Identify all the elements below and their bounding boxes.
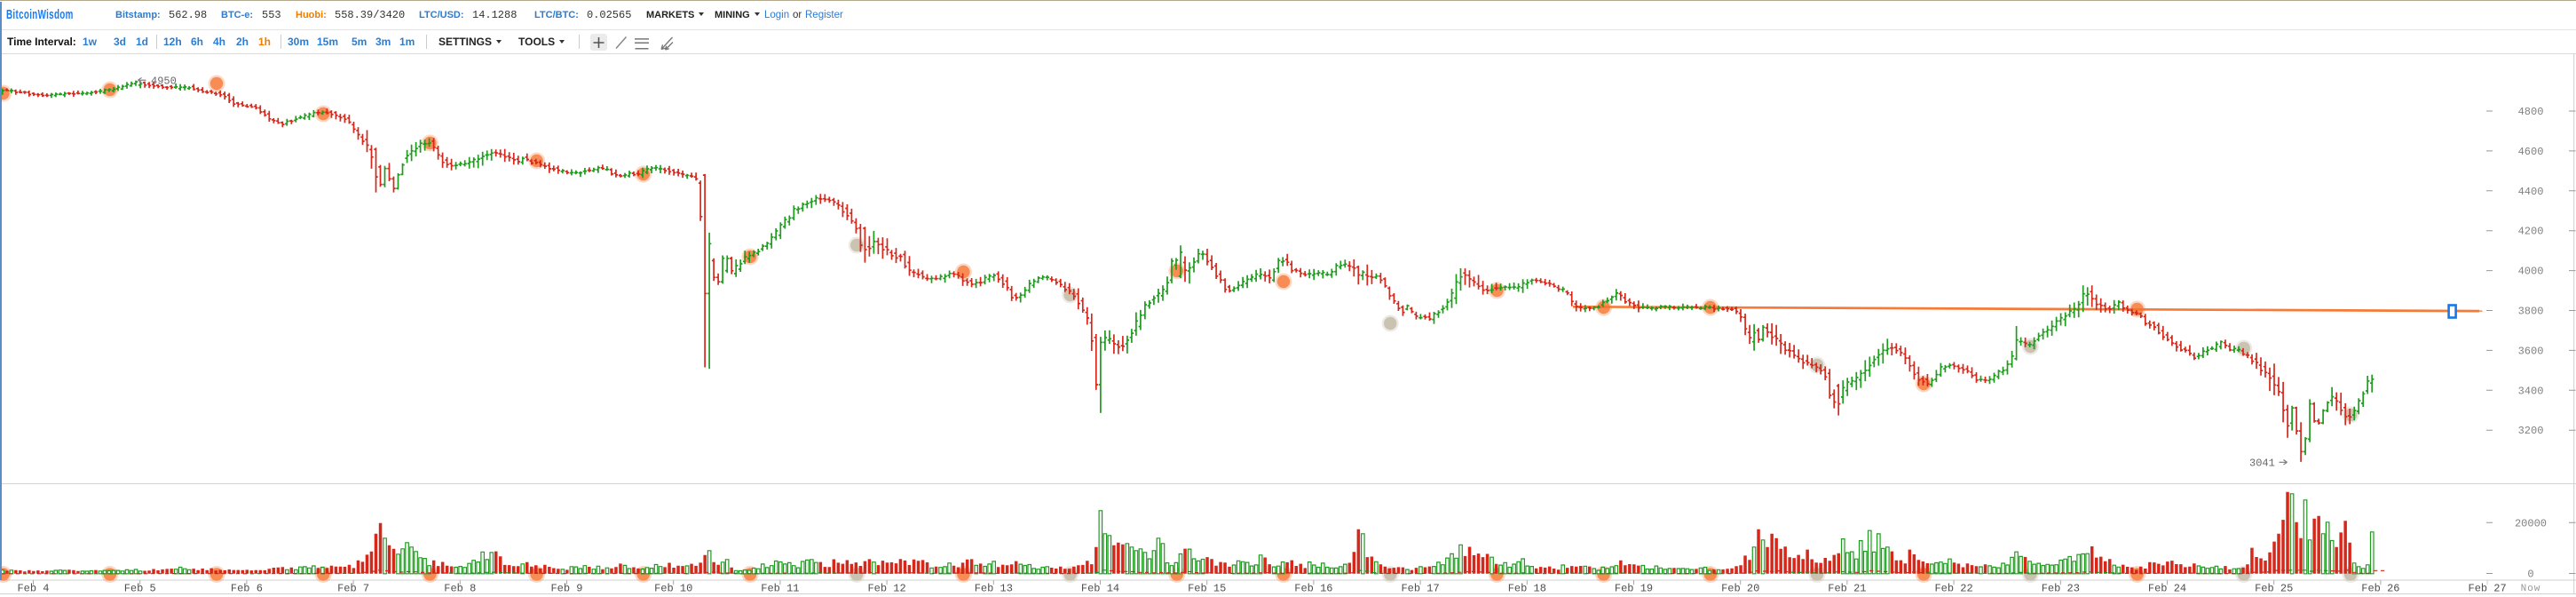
svg-text:Feb 20: Feb 20 — [1721, 583, 1759, 595]
svg-text:Feb 9: Feb 9 — [550, 583, 582, 595]
svg-text:Feb 13: Feb 13 — [975, 583, 1013, 595]
svg-text:Feb 8: Feb 8 — [444, 583, 476, 595]
svg-text:4800: 4800 — [2518, 106, 2544, 118]
svg-text:3041: 3041 — [2249, 458, 2275, 470]
svg-text:4400: 4400 — [2518, 186, 2544, 198]
svg-text:Feb 19: Feb 19 — [1615, 583, 1653, 595]
svg-text:Feb 15: Feb 15 — [1188, 583, 1226, 595]
svg-text:Feb 25: Feb 25 — [2255, 583, 2293, 595]
svg-text:Feb 18: Feb 18 — [1508, 583, 1546, 595]
svg-text:Feb 5: Feb 5 — [124, 583, 156, 595]
svg-text:Feb 17: Feb 17 — [1401, 583, 1439, 595]
svg-text:Feb 21: Feb 21 — [1828, 583, 1866, 595]
svg-text:3600: 3600 — [2518, 345, 2544, 357]
svg-text:Feb 23: Feb 23 — [2042, 583, 2080, 595]
svg-text:Feb: Feb — [2469, 583, 2488, 595]
svg-text:3800: 3800 — [2518, 306, 2544, 318]
svg-text:20000: 20000 — [2515, 517, 2547, 529]
svg-text:0: 0 — [2527, 569, 2533, 581]
svg-text:4200: 4200 — [2518, 226, 2544, 238]
svg-text:Feb 6: Feb 6 — [231, 583, 263, 595]
svg-text:27: 27 — [2493, 583, 2506, 595]
svg-text:Feb 12: Feb 12 — [867, 583, 905, 595]
svg-text:Feb 16: Feb 16 — [1294, 583, 1332, 595]
svg-text:Feb 7: Feb 7 — [337, 583, 369, 595]
svg-text:4000: 4000 — [2518, 266, 2544, 278]
svg-text:Feb 10: Feb 10 — [654, 583, 692, 595]
svg-text:Feb 26: Feb 26 — [2361, 583, 2399, 595]
svg-text:3200: 3200 — [2518, 425, 2544, 437]
svg-text:Feb 4: Feb 4 — [17, 583, 49, 595]
svg-text:4600: 4600 — [2518, 146, 2544, 158]
svg-text:4950: 4950 — [151, 76, 177, 88]
svg-text:Now: Now — [2521, 584, 2541, 594]
svg-text:3400: 3400 — [2518, 385, 2544, 397]
svg-text:Feb 22: Feb 22 — [1934, 583, 1972, 595]
svg-text:Feb 24: Feb 24 — [2148, 583, 2186, 595]
svg-text:Feb 14: Feb 14 — [1081, 583, 1119, 595]
svg-text:Feb 11: Feb 11 — [761, 583, 799, 595]
